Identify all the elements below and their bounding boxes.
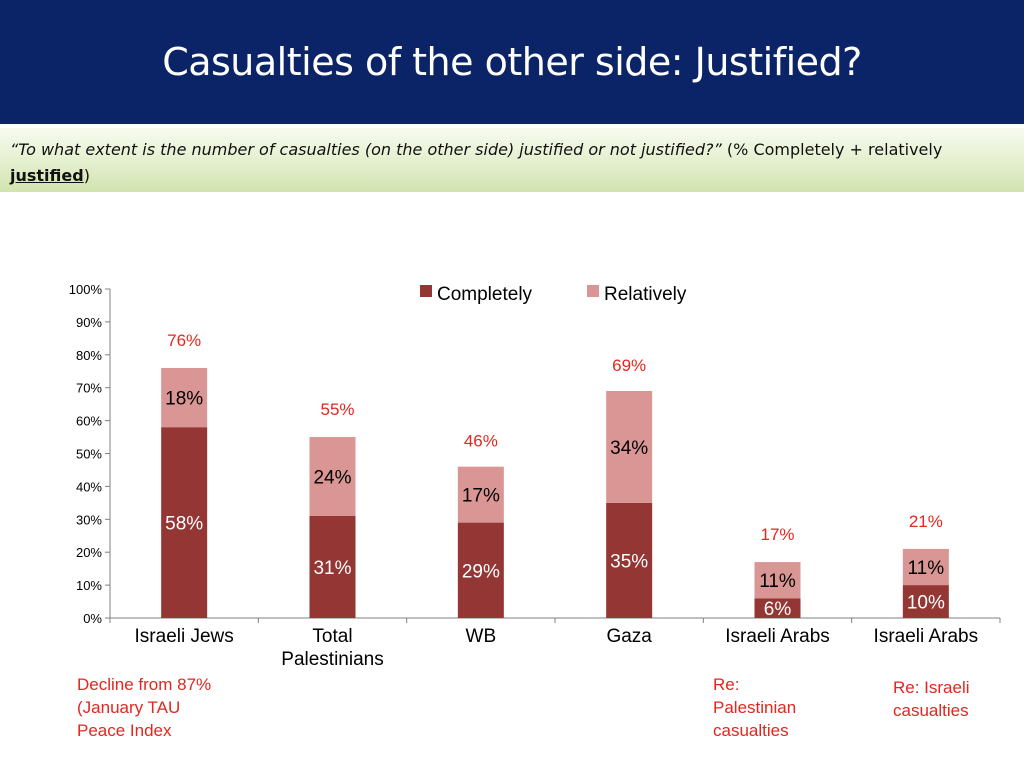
total-label: 17% xyxy=(760,525,794,544)
bar-value-label: 58% xyxy=(165,514,203,535)
bar-value-label: 35% xyxy=(610,551,648,572)
y-tick-label: 10% xyxy=(76,578,102,593)
survey-question: “To what extent is the number of casualt… xyxy=(10,140,722,159)
chart-labels: 58% 18% 76% Israeli Jews 31% 24% 55% TotalPales… xyxy=(135,331,979,670)
note-highlight: justified xyxy=(10,166,84,185)
total-label: 55% xyxy=(320,400,354,419)
total-label: 46% xyxy=(464,432,498,451)
chart-bars xyxy=(161,367,949,618)
legend-label-relatively: Relatively xyxy=(604,284,687,305)
bar-relatively xyxy=(606,390,653,503)
bar-value-label: 10% xyxy=(907,593,945,614)
bar-completely xyxy=(606,502,653,618)
y-tick-label: 100% xyxy=(69,282,103,297)
annotation-re-palestinian: Re: Palestinian casualties xyxy=(713,675,797,740)
bar-value-label: 17% xyxy=(462,486,500,507)
question-text: “To what extent is the number of casualt… xyxy=(10,137,1010,189)
bar-value-label: 18% xyxy=(165,389,203,410)
bar-value-label: 11% xyxy=(908,558,945,579)
title-bar: Casualties of the other side: Justified? xyxy=(0,0,1024,124)
y-tick-label: 50% xyxy=(76,447,102,462)
x-category-label: Israeli Jews xyxy=(135,626,234,647)
bar-value-label: 29% xyxy=(462,561,500,582)
total-label: 69% xyxy=(612,356,646,375)
slide-title: Casualties of the other side: Justified? xyxy=(162,40,862,84)
x-category-label: Total xyxy=(312,626,352,647)
y-tick-label: 60% xyxy=(76,414,102,429)
bar-completely xyxy=(754,598,801,618)
legend-label-completely: Completely xyxy=(437,284,533,305)
bar-relatively xyxy=(457,466,504,523)
x-category-label: Gaza xyxy=(606,626,652,647)
bar-value-label: 34% xyxy=(610,438,648,459)
y-tick-label: 40% xyxy=(76,479,102,494)
bar-relatively xyxy=(902,548,949,586)
bar-relatively xyxy=(754,562,801,599)
bar-relatively xyxy=(309,437,356,517)
bar-completely xyxy=(309,516,356,618)
legend-swatch-relatively xyxy=(587,285,599,297)
question-band xyxy=(0,128,1024,192)
bar-relatively xyxy=(161,367,208,428)
y-tick-label: 70% xyxy=(76,381,102,396)
bar-value-label: 11% xyxy=(759,571,796,592)
y-tick-label: 90% xyxy=(76,315,102,330)
annotation-decline: Decline from 87% (January TAU Peace Inde… xyxy=(77,675,212,740)
total-label: 21% xyxy=(909,512,943,531)
bar-completely xyxy=(902,585,949,618)
y-tick-label: 30% xyxy=(76,512,102,527)
x-category-label: Israeli Arabs xyxy=(874,626,979,647)
chart-legend: Completely Relatively xyxy=(420,284,687,305)
bar-completely xyxy=(457,522,504,618)
bar-value-label: 24% xyxy=(313,468,351,489)
total-label: 76% xyxy=(167,331,201,350)
note-suffix: ) xyxy=(83,166,90,185)
x-category-label: Palestinians xyxy=(281,649,383,670)
y-tick-label: 0% xyxy=(83,611,102,626)
x-category-label: Israeli Arabs xyxy=(725,626,830,647)
y-tick-label: 80% xyxy=(76,348,102,363)
bar-value-label: 6% xyxy=(764,599,792,620)
bar-value-label: 31% xyxy=(313,558,351,579)
note-prefix: (% Completely + relatively xyxy=(721,140,943,159)
legend-swatch-completely xyxy=(420,285,432,297)
chart-axes: 0% 10% 20% 30% 40% 50% 60% 70% 80% 90% 100% xyxy=(69,282,1001,626)
y-tick-label: 20% xyxy=(76,545,102,560)
bar-completely xyxy=(161,427,208,618)
annotation-re-israeli: Re: Israeli casualties xyxy=(893,678,970,720)
x-category-label: WB xyxy=(466,626,497,647)
